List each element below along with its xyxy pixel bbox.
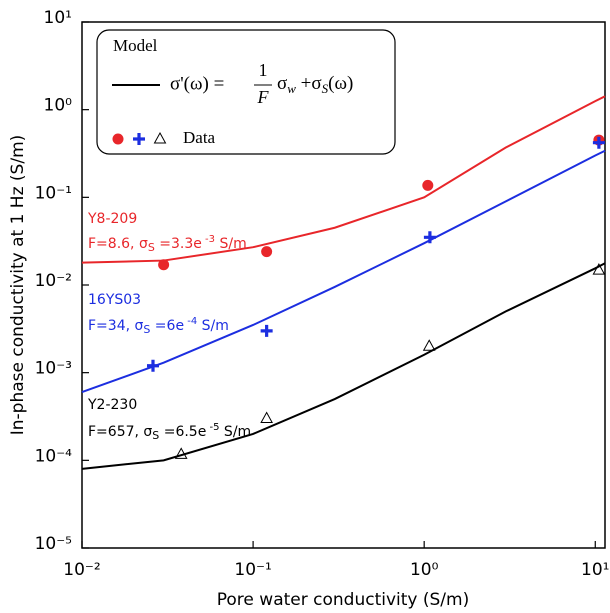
formula-piece: (ω) xyxy=(328,73,353,94)
data-point xyxy=(592,263,606,275)
data-point xyxy=(260,324,273,337)
annotation-name: Y8-209 xyxy=(87,211,137,227)
annotation-params: F=8.6, σS =3.3e -3 S/m xyxy=(88,234,247,254)
legend-model: Model xyxy=(113,36,158,55)
data-point xyxy=(261,246,273,258)
x-tick-label: 10⁰ xyxy=(410,560,439,580)
model-line xyxy=(81,149,606,394)
y-tick-label: 10⁰ xyxy=(44,96,73,116)
data-point xyxy=(174,447,188,459)
annotation-params: F=34, σS =6e -4 S/m xyxy=(88,316,229,336)
legend-data: Data xyxy=(183,128,216,147)
legend-box xyxy=(96,29,396,155)
data-point xyxy=(260,411,273,424)
annotation-piece: F=8.6, σ xyxy=(88,236,148,252)
model-line xyxy=(81,262,606,470)
formula-num: 1 xyxy=(259,60,268,80)
annotation-piece: =6e xyxy=(150,318,184,334)
formula-piece: +σ xyxy=(296,73,322,94)
annotation-piece: S/m xyxy=(197,318,229,334)
annotation-piece: S/m xyxy=(215,236,247,252)
y-tick-label: 10⁻¹ xyxy=(35,183,72,203)
data-point xyxy=(422,339,436,351)
x-axis-label: Pore water conductivity (S/m) xyxy=(217,590,469,610)
formula-lhs: σ'(ω) = xyxy=(170,73,224,94)
annotation-piece: S xyxy=(143,323,150,336)
annotation-piece: F=657, σ xyxy=(88,424,152,440)
y-tick-label: 10⁻⁴ xyxy=(35,446,73,466)
legend-icon xyxy=(153,131,167,144)
annotation-piece: S xyxy=(152,429,159,442)
annotation-piece: S xyxy=(148,241,155,254)
y-tick-label: 10¹ xyxy=(44,8,72,28)
annotation-piece: F=34, σ xyxy=(88,318,143,334)
annotation-piece: =6.5e xyxy=(159,424,206,440)
legend-icon xyxy=(112,133,124,145)
data-point xyxy=(158,259,170,271)
annotation-name: Y2-230 xyxy=(87,397,137,413)
annotation-piece: -4 xyxy=(184,316,197,327)
formula-piece: w xyxy=(287,81,296,96)
y-axis-label: In-phase conductivity at 1 Hz (S/m) xyxy=(8,135,28,436)
formula-piece: σ xyxy=(277,73,287,94)
annotation-params: F=657, σS =6.5e -5 S/m xyxy=(88,422,251,442)
y-tick-label: 10⁻³ xyxy=(35,359,72,379)
formula-den: F xyxy=(257,87,270,107)
formula-piece: S xyxy=(322,81,329,96)
y-tick-label: 10⁻² xyxy=(35,271,72,291)
data-point xyxy=(422,179,434,191)
legend-icon xyxy=(133,133,145,145)
x-tick-label: 10¹ xyxy=(581,560,609,580)
annotation-piece: =3.3e xyxy=(155,236,202,252)
x-tick-label: 10⁻² xyxy=(63,560,100,580)
annotation-name: 16YS03 xyxy=(88,292,141,308)
annotation-piece: -5 xyxy=(206,422,219,433)
y-tick-label: 10⁻⁵ xyxy=(35,534,72,554)
annotation-piece: -3 xyxy=(202,234,215,245)
model-line xyxy=(81,95,606,264)
formula-rhs: σw +σS(ω) xyxy=(277,73,353,96)
data-point xyxy=(423,231,436,244)
data-point xyxy=(592,136,605,149)
data-point xyxy=(146,359,159,372)
x-tick-label: 10⁻¹ xyxy=(234,560,271,580)
annotation-piece: S/m xyxy=(219,424,251,440)
